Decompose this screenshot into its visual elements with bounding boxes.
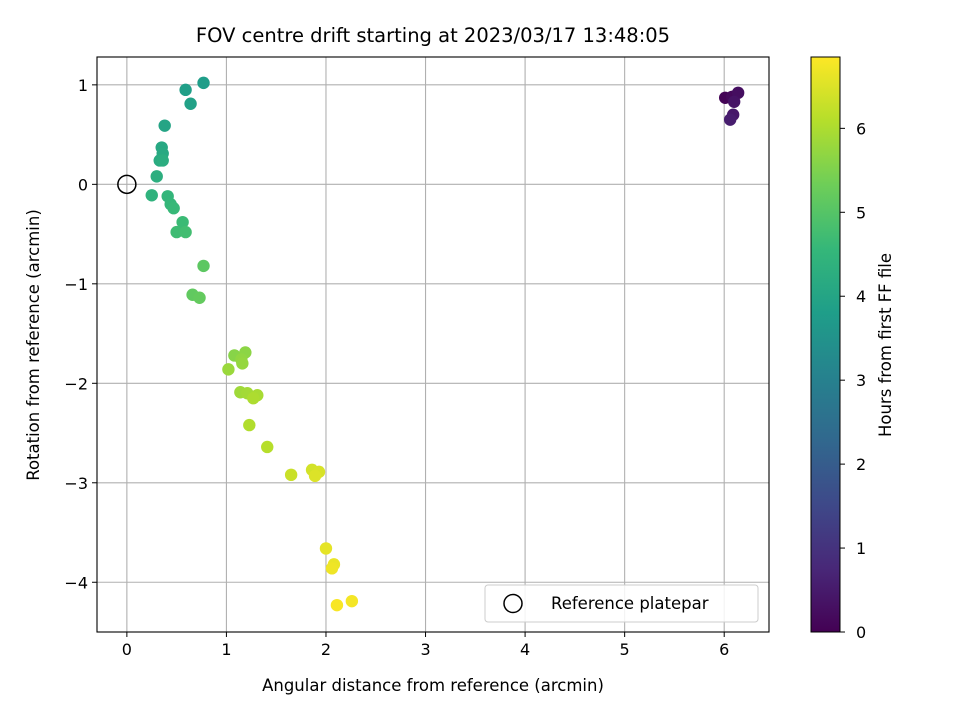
colorbar-tick-label: 3 [856,371,866,390]
scatter-point [325,562,339,575]
x-tick-label: 6 [719,640,729,659]
x-tick-label: 4 [520,640,530,659]
x-axis-label: Angular distance from reference (arcmin) [262,676,604,695]
reference-platepar-marker [117,174,137,195]
x-tick-label: 2 [321,640,331,659]
scatter-point [156,154,169,167]
scatter-point [179,225,192,239]
scatter-point [723,113,737,126]
scatter-point [236,357,249,370]
scatter-point [179,83,192,97]
colorbar-label: Hours from first FF file [876,253,895,437]
colorbar-tick-label: 4 [856,287,866,306]
scatter-point [193,291,206,304]
scatter-point [308,469,322,483]
y-tick-label: −1 [64,275,88,294]
legend-label: Reference platepar [551,594,709,613]
points-layer [145,76,745,612]
scatter-point [284,468,298,482]
scatter-point [330,598,344,612]
scatter-point [222,363,235,376]
y-tick-label: −2 [64,374,88,393]
x-tick-label: 0 [122,640,132,659]
y-tick-label: 1 [78,76,88,95]
x-tick-label: 1 [221,640,231,659]
scatter-point [145,189,158,202]
colorbar-tick-label: 0 [856,623,866,642]
scatter-point [184,97,197,110]
scatter-point [261,440,274,454]
grid-layer [97,57,769,632]
colorbar-tick-label: 1 [856,539,866,558]
legend-box [484,584,759,623]
x-tick-label: 5 [620,640,630,659]
colorbar-ticks: 0 1 2 3 4 5 6 [840,119,866,642]
legend: Reference platepar [484,584,759,623]
scatter-point [319,542,333,555]
y-axis-label: Rotation from reference (arcmin) [24,209,43,481]
legend-marker-icon [503,593,523,614]
colorbar [810,56,841,633]
scatter-point [727,95,741,108]
scatter-point [197,259,210,273]
plot-frame [96,56,770,633]
chart-title: FOV centre drift starting at 2023/03/17 … [196,24,670,47]
scatter-point [150,170,163,183]
scatter-point [176,215,189,229]
x-tick-label: 3 [420,640,430,659]
colorbar-tick-label: 5 [856,203,866,222]
scatter-point [158,119,171,132]
colorbar-tick-label: 2 [856,455,866,474]
scatter-point [247,392,260,405]
scatter-point [243,418,256,432]
y-tick-label: 0 [78,175,88,194]
y-tick-label: −4 [64,573,88,592]
ticks-layer: 0 1 2 3 4 5 6 −4 −3 −2 −1 0 1 [64,76,729,659]
y-tick-label: −3 [64,474,88,493]
scatter-point [167,202,180,215]
scatter-point [170,225,183,239]
scatter-point [345,594,359,608]
scatter-point [197,76,210,90]
colorbar-tick-label: 6 [856,119,866,138]
